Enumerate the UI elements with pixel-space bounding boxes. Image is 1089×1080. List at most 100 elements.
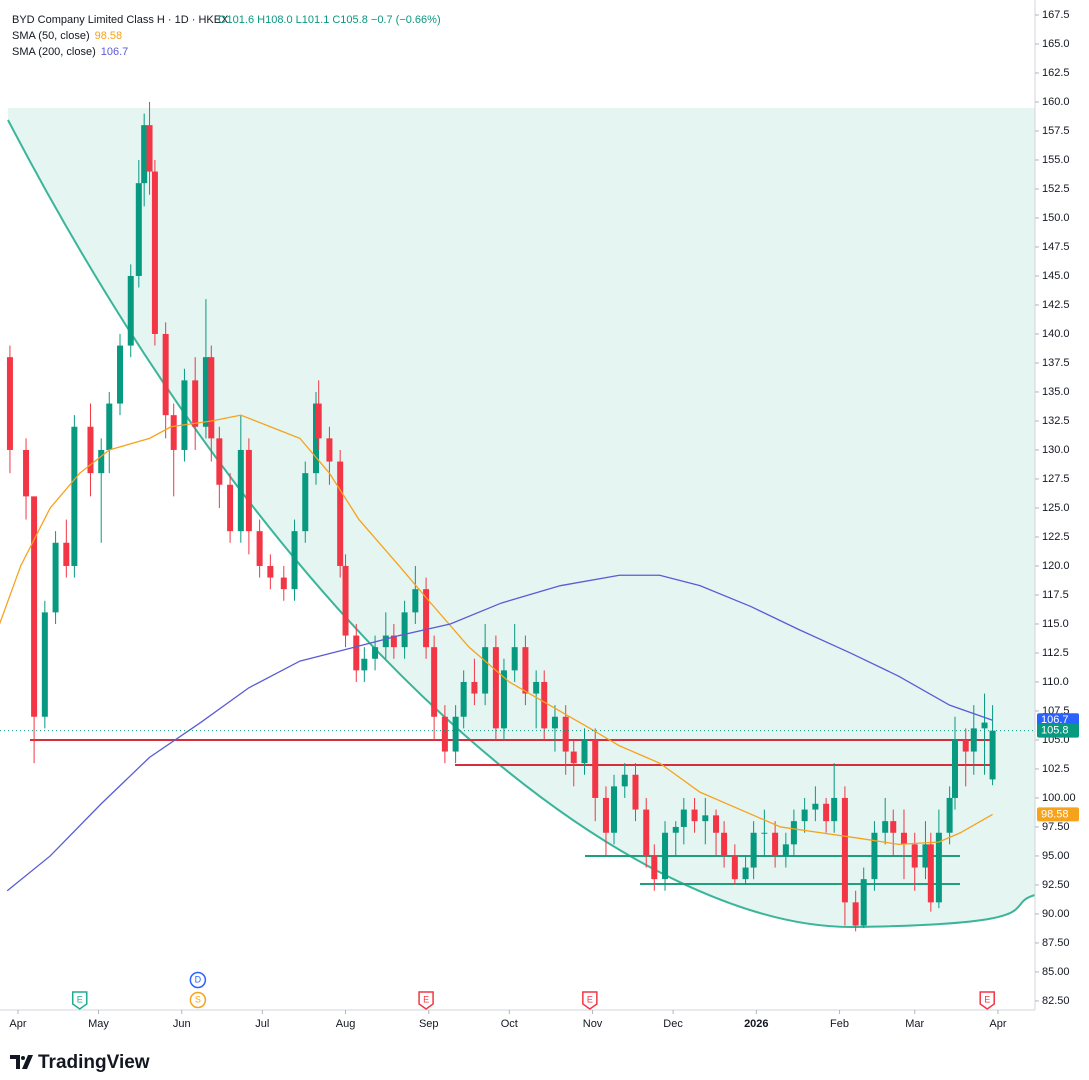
x-tick-label: Dec	[663, 1018, 683, 1030]
candle-body	[581, 739, 588, 764]
candle-body	[662, 832, 669, 880]
plot	[0, 101, 996, 932]
candle-body	[713, 815, 720, 833]
y-tick-label: 87.50	[1042, 937, 1070, 949]
candle-body	[202, 357, 209, 427]
candle-body	[680, 809, 687, 827]
y-tick-label: 160.0	[1042, 96, 1070, 108]
candle-body	[900, 832, 907, 845]
event-marker: E	[71, 991, 88, 1010]
candle-body	[632, 774, 639, 810]
y-tick-label: 82.50	[1042, 995, 1070, 1007]
candle-body	[41, 612, 48, 717]
candle-body	[326, 438, 333, 462]
legend-value: 106.7	[101, 46, 129, 58]
event-marker: E	[418, 991, 434, 1010]
candle-body	[782, 844, 789, 856]
x-tick-label: Mar	[905, 1018, 924, 1030]
candle-body	[291, 531, 298, 590]
candle-body	[823, 803, 830, 822]
candle-body	[691, 809, 698, 822]
price-badge-label: 105.8	[1041, 725, 1069, 737]
candle-body	[492, 647, 499, 729]
price-badge	[1037, 807, 1079, 822]
candle-body	[831, 797, 838, 822]
legend-label: SMA (50, close)	[12, 30, 90, 42]
candle-body	[170, 415, 177, 450]
event-label: D	[195, 974, 202, 984]
candle-body	[151, 171, 158, 334]
candle-body	[162, 333, 169, 416]
x-tick-label: 2026	[744, 1018, 768, 1030]
legend-label: SMA (200, close)	[12, 46, 96, 58]
candle-body	[452, 716, 459, 752]
event-badge	[189, 971, 207, 989]
y-tick-label: 135.0	[1042, 386, 1070, 398]
candle-body	[500, 670, 507, 729]
y-tick-label: 147.5	[1042, 241, 1070, 253]
candle-body	[946, 797, 953, 833]
x-tick-label: Nov	[583, 1018, 603, 1030]
candle-body	[280, 577, 287, 590]
candle-body	[742, 867, 749, 880]
candle-body	[98, 449, 105, 474]
y-tick-label: 130.0	[1042, 444, 1070, 456]
candle-body	[731, 855, 738, 880]
y-tick-label: 155.0	[1042, 154, 1070, 166]
candle-body	[227, 484, 234, 532]
candle-body	[981, 722, 988, 729]
y-tick-label: 145.0	[1042, 270, 1070, 282]
event-label: E	[587, 994, 593, 1004]
candle-body	[570, 751, 577, 764]
candle-body	[401, 612, 408, 648]
candle-body	[970, 728, 977, 752]
candle-body	[361, 658, 368, 671]
event-label: S	[195, 994, 201, 1004]
candle-body	[522, 647, 529, 694]
event-marker: E	[582, 991, 598, 1010]
candle-body	[52, 542, 59, 613]
event-label: E	[984, 994, 990, 1004]
event-label: E	[423, 994, 429, 1004]
candle-body	[643, 809, 650, 856]
y-tick-label: 150.0	[1042, 212, 1070, 224]
logo	[10, 1055, 33, 1069]
price-badge	[1037, 723, 1079, 738]
candle-body	[441, 716, 448, 752]
y-tick-label: 120.0	[1042, 560, 1070, 572]
candle-body	[841, 797, 848, 903]
y-tick-label: 85.00	[1042, 966, 1070, 978]
candle-body	[423, 589, 430, 648]
chart-title: BYD Company Limited Class H · 1D · HKEX	[12, 14, 229, 26]
candle-body	[117, 345, 124, 404]
candle-body	[801, 809, 808, 822]
y-tick-label: 127.5	[1042, 473, 1070, 485]
candle-body	[390, 635, 397, 648]
x-tick-label: Jul	[255, 1018, 269, 1030]
candle-body	[672, 826, 679, 833]
candle-body	[702, 815, 709, 822]
candle-body	[721, 832, 728, 856]
event-badge	[418, 991, 434, 1010]
candle-body	[935, 832, 942, 903]
candle-body	[141, 125, 148, 184]
x-tick-label: Aug	[336, 1018, 356, 1030]
event-marker: S	[189, 991, 207, 1009]
candle-body	[511, 647, 518, 671]
y-tick-label: 100.00	[1042, 792, 1076, 804]
candle-body	[602, 797, 609, 833]
candle-body	[761, 832, 768, 834]
y-tick-label: 165.0	[1042, 38, 1070, 50]
candle-body	[750, 832, 757, 868]
candle-body	[611, 786, 618, 833]
candle-body	[860, 879, 867, 926]
candle-body	[302, 473, 309, 532]
candle-body	[852, 902, 859, 926]
candle-body	[551, 716, 558, 729]
x-tick-label: Oct	[501, 1018, 518, 1030]
price-badge-label: 98.58	[1041, 808, 1069, 820]
candle-body	[181, 380, 188, 450]
brand: TradingView	[38, 1052, 150, 1073]
candle-body	[541, 681, 548, 729]
